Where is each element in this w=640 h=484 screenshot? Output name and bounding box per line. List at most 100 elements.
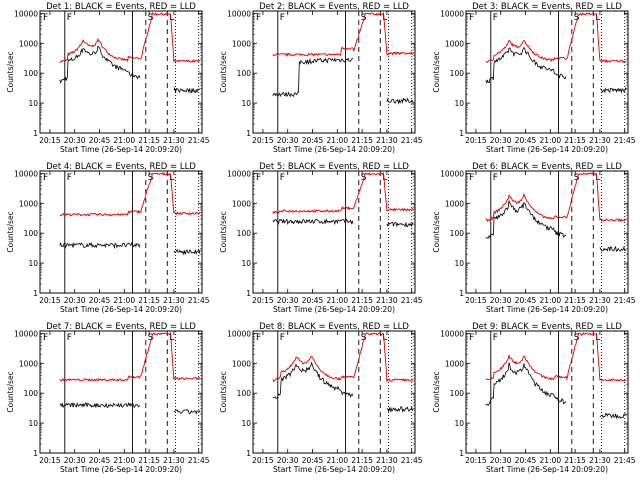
panel-title: Det 7: BLACK = Events, RED = LLD bbox=[46, 322, 196, 332]
y-tick-label: 1000 bbox=[232, 359, 251, 368]
marker-letter: F bbox=[280, 173, 285, 183]
y-tick-label: 100 bbox=[237, 229, 252, 238]
marker-letter: F bbox=[493, 333, 498, 343]
y-tick-label: 10000 bbox=[440, 9, 464, 18]
marker-letter: F bbox=[67, 333, 72, 343]
x-tick-label: 20:45 bbox=[515, 456, 537, 465]
y-tick-label: 10 bbox=[28, 419, 38, 428]
x-tick-label: 21:30 bbox=[163, 136, 185, 145]
series-lld-line bbox=[59, 12, 201, 64]
marker-letter: L bbox=[169, 13, 174, 23]
x-tick-label: 20:45 bbox=[89, 136, 111, 145]
y-axis-label: Counts/sec bbox=[6, 51, 15, 92]
panel-det-7: Det 7: BLACK = Events, RED = LLD 1 10 100 10… bbox=[6, 322, 210, 474]
x-tick-label: 20:15 bbox=[39, 136, 61, 145]
x-tick-label: 20:30 bbox=[490, 136, 512, 145]
series-events-line bbox=[59, 45, 201, 94]
marker-letter: S bbox=[148, 173, 154, 183]
panel-det-5: Det 5: BLACK = Events, RED = LLD 1 10 100 10… bbox=[219, 162, 423, 314]
x-tick-label: 21:00 bbox=[539, 456, 561, 465]
marker-letter: L bbox=[169, 333, 174, 343]
marker-letter: L bbox=[595, 173, 600, 183]
marker-letter: L bbox=[382, 333, 387, 343]
series-lld-line bbox=[272, 332, 414, 383]
y-tick-label: 1000 bbox=[445, 359, 464, 368]
y-tick-label: 100 bbox=[450, 389, 465, 398]
x-axis-label: Start Time (26-Sep-14 20:09:20) bbox=[273, 305, 395, 314]
panel-title: Det 4: BLACK = Events, RED = LLD bbox=[46, 162, 196, 172]
marker-letter: S bbox=[148, 13, 154, 23]
marker-letter: F bbox=[469, 333, 474, 343]
marker-letter: L bbox=[169, 173, 174, 183]
y-tick-label: 10 bbox=[28, 259, 38, 268]
series-lld-line bbox=[59, 171, 201, 217]
x-tick-label: 21:15 bbox=[138, 136, 160, 145]
x-axis-label: Start Time (26-Sep-14 20:09:20) bbox=[486, 465, 608, 474]
y-tick-label: 10 bbox=[241, 419, 251, 428]
marker-letter: F bbox=[493, 173, 498, 183]
y-tick-label: 10000 bbox=[440, 329, 464, 338]
y-tick-label: 10000 bbox=[14, 169, 38, 178]
marker-letter: F bbox=[469, 13, 474, 23]
marker-letter: F bbox=[256, 13, 261, 23]
marker-letter: S bbox=[574, 333, 580, 343]
panel-det-8: Det 8: BLACK = Events, RED = LLD 1 10 100 10… bbox=[219, 322, 423, 474]
plot-frame bbox=[252, 170, 416, 294]
marker-letter: L bbox=[595, 13, 600, 23]
panel-title: Det 9: BLACK = Events, RED = LLD bbox=[472, 322, 622, 332]
x-tick-label: 20:15 bbox=[252, 456, 274, 465]
panel-det-3: Det 3: BLACK = Events, RED = LLD 1 10 100 10… bbox=[432, 2, 636, 154]
y-tick-label: 1 bbox=[459, 449, 464, 458]
panel-title: Det 1: BLACK = Events, RED = LLD bbox=[46, 2, 196, 12]
series-lld-line bbox=[485, 332, 627, 382]
y-tick-label: 10000 bbox=[440, 169, 464, 178]
marker-letter: S bbox=[574, 173, 580, 183]
marker-letter: F bbox=[493, 13, 498, 23]
x-tick-label: 21:45 bbox=[614, 456, 636, 465]
x-tick-label: 21:00 bbox=[326, 136, 348, 145]
y-tick-label: 10 bbox=[241, 99, 251, 108]
x-tick-label: 21:15 bbox=[138, 456, 160, 465]
plot-frame bbox=[465, 10, 629, 134]
x-tick-label: 20:15 bbox=[252, 136, 274, 145]
y-axis-label: Counts/sec bbox=[432, 371, 441, 412]
series-events-line bbox=[272, 361, 414, 413]
x-tick-label: 21:45 bbox=[188, 456, 210, 465]
x-tick-label: 20:30 bbox=[64, 296, 86, 305]
x-tick-label: 21:15 bbox=[351, 136, 373, 145]
x-tick-label: 21:00 bbox=[113, 456, 135, 465]
x-axis-label: Start Time (26-Sep-14 20:09:20) bbox=[486, 145, 608, 154]
y-tick-label: 1 bbox=[459, 129, 464, 138]
panel-det-9: Det 9: BLACK = Events, RED = LLD 1 10 100 10… bbox=[432, 322, 636, 474]
y-axis-label: Counts/sec bbox=[219, 211, 228, 252]
x-tick-label: 21:00 bbox=[539, 136, 561, 145]
y-tick-label: 100 bbox=[450, 69, 465, 78]
y-tick-label: 1 bbox=[246, 289, 251, 298]
y-tick-label: 10000 bbox=[14, 9, 38, 18]
x-tick-label: 20:45 bbox=[515, 136, 537, 145]
y-tick-label: 10 bbox=[241, 259, 251, 268]
y-tick-label: 1000 bbox=[232, 39, 251, 48]
marker-letter: L bbox=[382, 13, 387, 23]
marker-letter: S bbox=[361, 333, 367, 343]
x-tick-label: 20:30 bbox=[64, 456, 86, 465]
y-tick-label: 10 bbox=[28, 99, 38, 108]
panel-det-2: Det 2: BLACK = Events, RED = LLD 1 10 100 10… bbox=[219, 2, 423, 154]
x-tick-label: 21:30 bbox=[376, 456, 398, 465]
series-events-line bbox=[485, 47, 627, 94]
y-tick-label: 10000 bbox=[14, 329, 38, 338]
x-tick-label: 21:15 bbox=[351, 296, 373, 305]
series-events-line bbox=[59, 241, 201, 256]
x-tick-label: 21:15 bbox=[564, 456, 586, 465]
series-lld-line bbox=[485, 172, 627, 223]
x-tick-label: 21:15 bbox=[564, 136, 586, 145]
y-tick-label: 100 bbox=[450, 229, 465, 238]
series-events-line bbox=[272, 57, 414, 105]
x-axis-label: Start Time (26-Sep-14 20:09:20) bbox=[273, 145, 395, 154]
plot-frame bbox=[39, 10, 203, 134]
x-tick-label: 21:45 bbox=[188, 136, 210, 145]
x-tick-label: 21:00 bbox=[326, 456, 348, 465]
x-tick-label: 21:30 bbox=[589, 456, 611, 465]
